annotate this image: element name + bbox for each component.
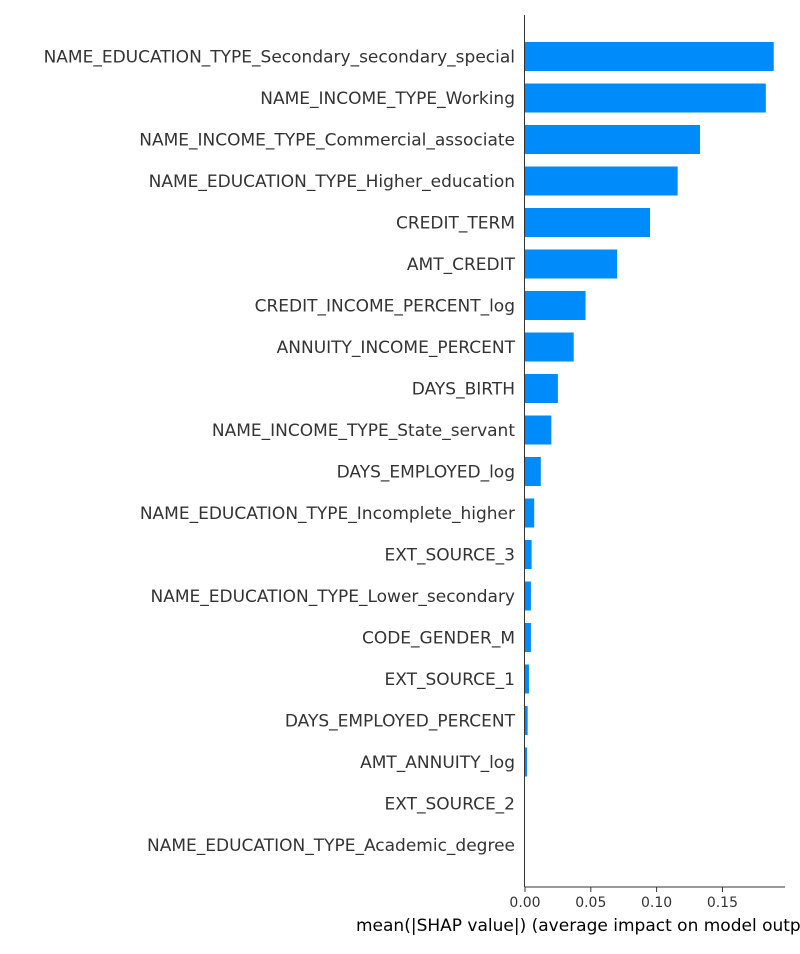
feature-label: NAME_EDUCATION_TYPE_Secondary_secondary_… [44, 48, 515, 68]
x-tick-label: 0.15 [707, 895, 738, 911]
feature-label: NAME_EDUCATION_TYPE_Academic_degree [147, 836, 515, 856]
feature-label: NAME_INCOME_TYPE_Working [260, 89, 515, 109]
feature-label: EXT_SOURCE_3 [385, 546, 515, 566]
bar-credit-term [525, 208, 651, 237]
feature-label: NAME_INCOME_TYPE_Commercial_associate [139, 131, 515, 151]
feature-label: NAME_EDUCATION_TYPE_Incomplete_higher [140, 504, 515, 524]
bar-days-employed-log [525, 457, 541, 486]
x-tick-label: 0.10 [641, 895, 672, 911]
x-ticks-layer: 0.00 0.05 0.10 0.15 [509, 887, 738, 911]
feature-label: NAME_INCOME_TYPE_State_servant [212, 421, 515, 441]
feature-label: CREDIT_INCOME_PERCENT_log [255, 297, 515, 317]
bar-amt-annuity-log [525, 747, 527, 777]
bar-code-gender-m [525, 623, 531, 652]
bar-name-income-type-working [525, 83, 766, 113]
bars-layer [525, 42, 774, 777]
feature-label: DAYS_BIRTH [412, 380, 515, 400]
feature-label: NAME_EDUCATION_TYPE_Higher_education [149, 172, 515, 192]
feature-labels-layer: NAME_EDUCATION_TYPE_Secondary_secondary_… [44, 48, 516, 857]
feature-label: CREDIT_TERM [396, 214, 515, 234]
feature-label: NAME_EDUCATION_TYPE_Lower_secondary [151, 587, 516, 607]
feature-label: EXT_SOURCE_2 [385, 795, 515, 815]
bar-days-employed-percent [525, 706, 528, 735]
bar-amt-credit [525, 249, 618, 279]
bar-ext-source-3 [525, 540, 532, 569]
feature-label: AMT_ANNUITY_log [360, 753, 515, 773]
bar-name-income-type-commercial-associate [525, 125, 701, 154]
bar-ext-source-1 [525, 664, 529, 694]
bar-annuity-income-percent [525, 332, 574, 362]
feature-label: DAYS_EMPLOYED_PERCENT [285, 712, 516, 732]
bar-name-education-type-incomplete-higher [525, 498, 535, 528]
feature-label: ANNUITY_INCOME_PERCENT [277, 338, 516, 358]
bar-days-birth [525, 374, 558, 403]
x-tick-label: 0.00 [509, 895, 540, 911]
bar-name-income-type-state-servant [525, 415, 552, 445]
x-axis-title: mean(|SHAP value|) (average impact on mo… [356, 916, 800, 936]
feature-label: CODE_GENDER_M [362, 629, 515, 649]
bar-name-education-type-higher-education [525, 166, 678, 196]
x-tick-label: 0.05 [575, 895, 606, 911]
bar-name-education-type-secondary-secondary-special [525, 42, 774, 71]
feature-label: DAYS_EMPLOYED_log [337, 463, 515, 483]
bar-credit-income-percent-log [525, 291, 586, 320]
feature-label: EXT_SOURCE_1 [385, 670, 515, 690]
feature-label: AMT_CREDIT [407, 255, 516, 275]
bar-name-education-type-lower-secondary [525, 581, 531, 611]
